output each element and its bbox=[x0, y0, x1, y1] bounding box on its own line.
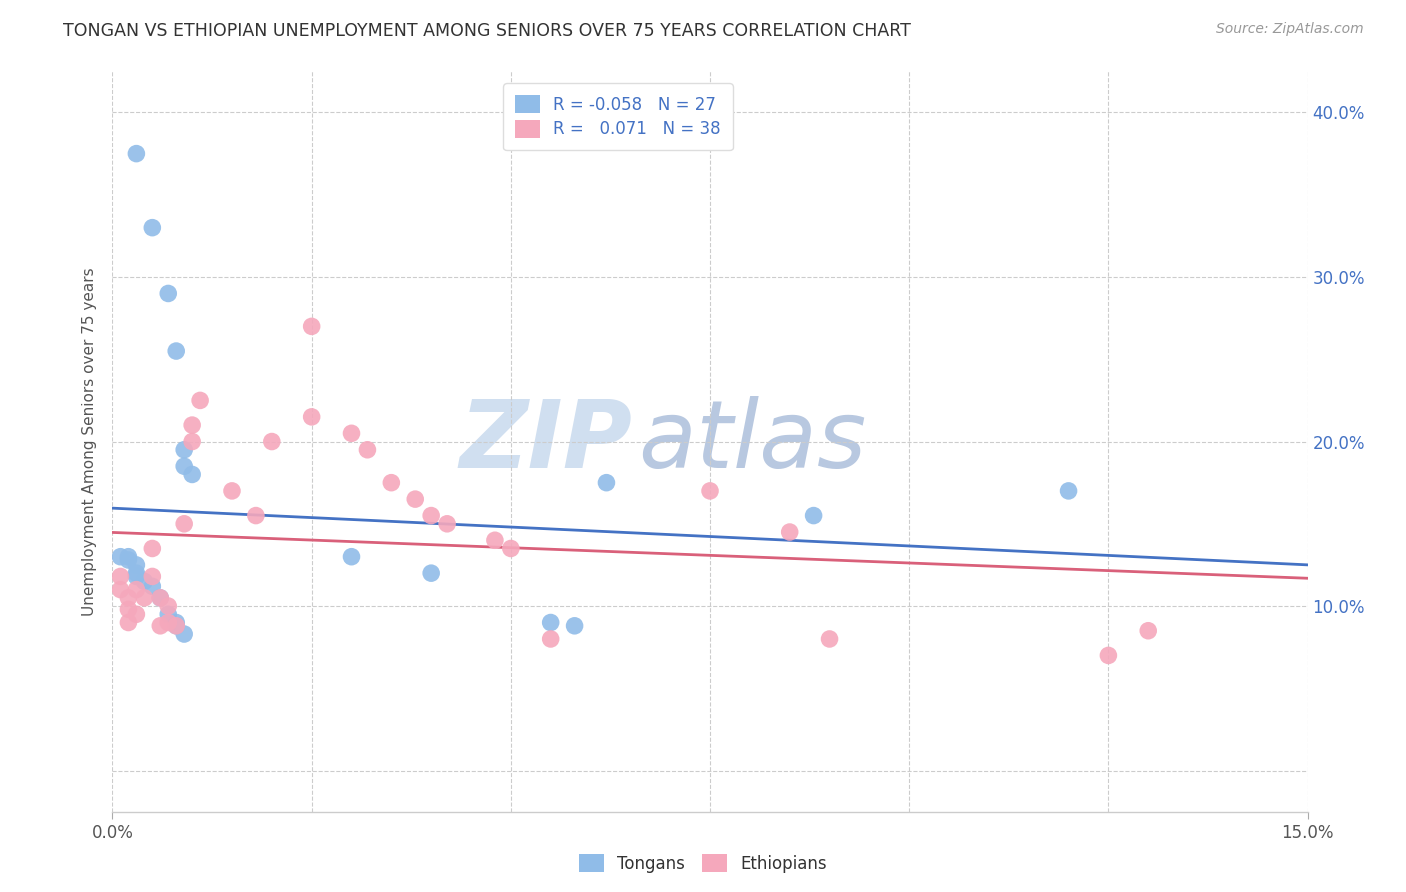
Point bbox=[181, 418, 204, 433]
Point bbox=[117, 553, 139, 567]
Point bbox=[134, 591, 156, 605]
Point bbox=[157, 607, 180, 622]
Point bbox=[420, 566, 443, 581]
Point bbox=[125, 607, 148, 622]
Point bbox=[165, 344, 187, 359]
Point bbox=[181, 467, 204, 482]
Text: Source: ZipAtlas.com: Source: ZipAtlas.com bbox=[1216, 22, 1364, 37]
Point bbox=[141, 220, 163, 235]
Point bbox=[149, 591, 172, 605]
Point bbox=[110, 582, 132, 597]
Point bbox=[165, 619, 187, 633]
Point bbox=[141, 569, 163, 583]
Point bbox=[117, 615, 139, 630]
Point bbox=[260, 434, 283, 449]
Point bbox=[125, 569, 148, 583]
Point bbox=[301, 409, 323, 424]
Point bbox=[157, 286, 180, 301]
Point bbox=[301, 319, 323, 334]
Point bbox=[245, 508, 267, 523]
Point bbox=[141, 541, 163, 556]
Point bbox=[699, 483, 721, 498]
Point bbox=[595, 475, 617, 490]
Point bbox=[818, 632, 841, 646]
Point bbox=[356, 442, 378, 457]
Point bbox=[499, 541, 522, 556]
Legend: R = -0.058   N = 27, R =   0.071   N = 38: R = -0.058 N = 27, R = 0.071 N = 38 bbox=[503, 83, 733, 150]
Point bbox=[173, 459, 195, 474]
Point bbox=[141, 579, 163, 593]
Point bbox=[110, 569, 132, 583]
Point bbox=[157, 599, 180, 613]
Point bbox=[188, 393, 211, 408]
Point bbox=[1137, 624, 1160, 638]
Point bbox=[173, 627, 195, 641]
Legend: Tongans, Ethiopians: Tongans, Ethiopians bbox=[572, 847, 834, 880]
Point bbox=[117, 602, 139, 616]
Point bbox=[340, 549, 363, 564]
Point bbox=[540, 632, 562, 646]
Point bbox=[149, 591, 172, 605]
Point bbox=[134, 574, 156, 589]
Point bbox=[484, 533, 506, 548]
Point bbox=[173, 516, 195, 531]
Point bbox=[181, 434, 204, 449]
Text: ZIP: ZIP bbox=[460, 395, 633, 488]
Point bbox=[779, 524, 801, 539]
Text: TONGAN VS ETHIOPIAN UNEMPLOYMENT AMONG SENIORS OVER 75 YEARS CORRELATION CHART: TONGAN VS ETHIOPIAN UNEMPLOYMENT AMONG S… bbox=[63, 22, 911, 40]
Point bbox=[125, 146, 148, 161]
Point bbox=[125, 558, 148, 572]
Point bbox=[803, 508, 825, 523]
Point bbox=[221, 483, 243, 498]
Point bbox=[110, 549, 132, 564]
Point bbox=[149, 619, 172, 633]
Point bbox=[117, 591, 139, 605]
Point bbox=[117, 549, 139, 564]
Point bbox=[540, 615, 562, 630]
Text: atlas: atlas bbox=[638, 396, 866, 487]
Point bbox=[1057, 483, 1080, 498]
Point bbox=[125, 566, 148, 581]
Point bbox=[436, 516, 458, 531]
Y-axis label: Unemployment Among Seniors over 75 years: Unemployment Among Seniors over 75 years bbox=[82, 268, 97, 615]
Point bbox=[165, 619, 187, 633]
Point bbox=[157, 615, 180, 630]
Point bbox=[404, 492, 426, 507]
Point bbox=[420, 508, 443, 523]
Point bbox=[173, 442, 195, 457]
Point bbox=[125, 582, 148, 597]
Point bbox=[165, 615, 187, 630]
Point bbox=[1097, 648, 1119, 663]
Point bbox=[564, 619, 586, 633]
Point bbox=[340, 426, 363, 441]
Point bbox=[380, 475, 402, 490]
